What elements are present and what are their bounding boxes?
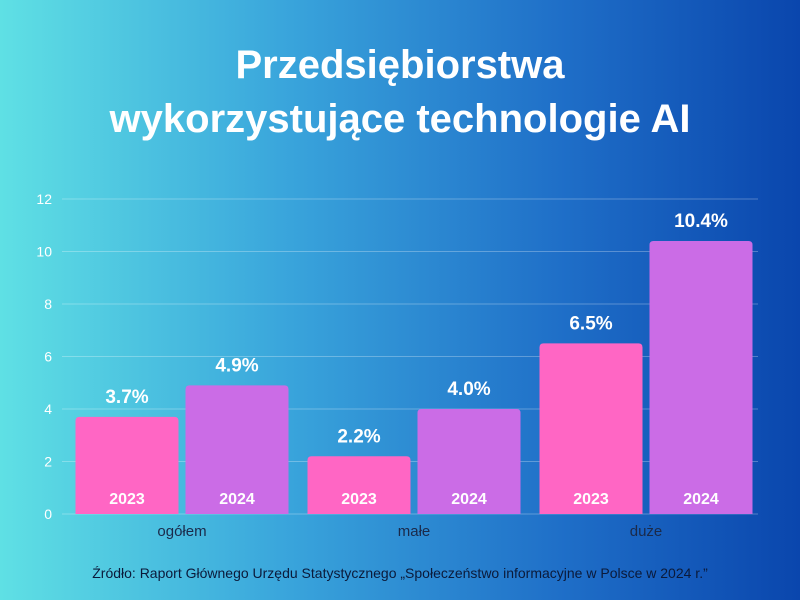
bar-2024-2 [649, 241, 753, 514]
data-label: 10.4% [674, 211, 728, 232]
bar-2024-0 [185, 385, 289, 514]
y-tick-label: 0 [44, 506, 52, 522]
series-label-in-bar: 2023 [109, 491, 145, 508]
bar-2023-0 [75, 416, 179, 514]
data-label: 4.0% [447, 379, 490, 400]
bar-2024-1 [417, 409, 521, 514]
series-label-in-bar: 2024 [451, 491, 487, 508]
series-label-in-bar: 2023 [573, 491, 609, 508]
chart-title-line1: Przedsiębiorstwa [235, 43, 565, 87]
y-tick-label: 10 [36, 244, 52, 260]
y-tick-label: 2 [44, 454, 52, 470]
data-label: 6.5% [569, 313, 612, 334]
source-note: Źródło: Raport Głównego Urzędu Statystyc… [92, 565, 708, 581]
series-label-in-bar: 2024 [219, 491, 255, 508]
chart-title-line2: wykorzystujące technologie AI [109, 97, 691, 141]
y-tick-label: 6 [44, 349, 52, 365]
y-tick-label: 8 [44, 296, 52, 312]
y-tick-label: 4 [44, 401, 52, 417]
series-label-in-bar: 2023 [341, 491, 377, 508]
bar-2023-2 [539, 343, 643, 514]
data-label: 2.2% [337, 426, 380, 447]
data-label: 4.9% [215, 355, 258, 376]
x-category-label: małe [398, 523, 431, 540]
bar-2023-1 [307, 456, 411, 514]
x-category-label: ogółem [157, 523, 206, 540]
chart-title: Przedsiębiorstwa wykorzystujące technolo… [0, 38, 800, 146]
x-category-label: duże [630, 523, 663, 540]
y-tick-label: 12 [36, 191, 52, 207]
series-label-in-bar: 2024 [683, 491, 719, 508]
data-label: 3.7% [105, 387, 148, 408]
